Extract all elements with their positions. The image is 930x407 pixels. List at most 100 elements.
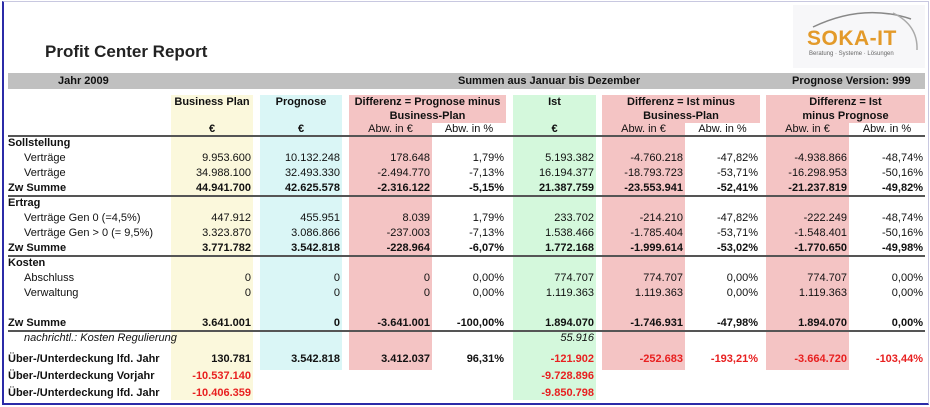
header-prognose: Prognose: [275, 96, 327, 108]
table-cell: 0,00%: [726, 272, 758, 284]
unit-header: Abw. in %: [698, 123, 747, 135]
unit-header: Abw. in €: [368, 123, 413, 135]
header-diff1-sub: Business-Plan: [389, 110, 466, 122]
table-cell: 55.916: [560, 332, 594, 344]
table-cell: 0: [244, 287, 251, 299]
section-divider: [8, 255, 925, 257]
row-label: Zw Summe: [8, 182, 67, 194]
table-cell: 178.648: [390, 152, 430, 164]
table-cell: 3.542.818: [291, 242, 340, 254]
table-cell: 774.707: [807, 272, 847, 284]
table-cell: 1.894.070: [545, 317, 594, 329]
header-diff2: Differenz = Ist minus: [627, 96, 735, 108]
table-cell: 0,00%: [472, 287, 504, 299]
table-cell: -47,82%: [717, 152, 758, 164]
table-cell: -10.406.359: [192, 387, 251, 399]
table-cell: 3.641.001: [202, 317, 251, 329]
table-cell: 447.912: [211, 212, 251, 224]
section-divider: [8, 330, 925, 332]
table-cell: 3.086.866: [291, 227, 340, 239]
header-ist: Ist: [548, 96, 561, 108]
band-diff2: [602, 95, 685, 370]
row-label: Über-/Unterdeckung lfd. Jahr: [8, 387, 160, 399]
table-cell: -193,21%: [710, 353, 758, 365]
table-cell: -103,44%: [875, 353, 923, 365]
unit-header: €: [297, 123, 305, 135]
table-cell: -100,00%: [456, 317, 504, 329]
row-label: Kosten: [8, 257, 46, 269]
table-cell: -252.683: [639, 353, 683, 365]
table-cell: -53,71%: [717, 227, 758, 239]
band-diff3: [766, 95, 849, 370]
table-cell: 1.894.070: [798, 317, 847, 329]
table-cell: -5,15%: [469, 182, 504, 194]
table-cell: 3.542.818: [291, 353, 340, 365]
table-cell: -9.728.896: [541, 370, 594, 382]
row-label: Zw Summe: [8, 317, 67, 329]
range-label: Summen aus Januar bis Dezember: [458, 75, 641, 87]
table-cell: -1.746.931: [630, 317, 683, 329]
row-label: Verwaltung: [24, 287, 79, 299]
table-cell: -228.964: [386, 242, 430, 254]
table-cell: -121.902: [550, 353, 594, 365]
row-label: Verträge Gen > 0 (= 9,5%): [24, 227, 154, 239]
table-cell: 21.387.759: [538, 182, 594, 194]
table-cell: 1,79%: [472, 212, 504, 224]
row-label: Verträge: [24, 152, 66, 164]
logo-swoosh-icon: [812, 11, 918, 51]
table-cell: -47,98%: [717, 317, 758, 329]
table-cell: -4.760.218: [630, 152, 683, 164]
band-diff1: [349, 95, 432, 370]
unit-header: Abw. in €: [621, 123, 666, 135]
header-diff3: Differenz = Ist: [809, 96, 882, 108]
table-cell: -214.210: [639, 212, 683, 224]
table-cell: 455.951: [300, 212, 340, 224]
row-label: Ertrag: [8, 197, 41, 209]
table-cell: -49,82%: [882, 182, 923, 194]
table-cell: 0,00%: [891, 317, 923, 329]
table-cell: 5.193.382: [545, 152, 594, 164]
table-cell: -1.785.404: [630, 227, 683, 239]
table-cell: 44.941.700: [195, 182, 251, 194]
table-cell: 1.119.363: [798, 287, 847, 299]
table-cell: 10.132.248: [284, 152, 340, 164]
table-cell: 130.781: [211, 353, 251, 365]
row-label: Über-/Unterdeckung Vorjahr: [8, 370, 155, 382]
table-cell: -7,13%: [469, 167, 504, 179]
row-label: Zw Summe: [8, 242, 67, 254]
table-cell: -50,16%: [882, 167, 923, 179]
row-label: Sollstellung: [8, 137, 71, 149]
table-cell: -47,82%: [717, 212, 758, 224]
table-cell: 1.119.363: [545, 287, 594, 299]
table-cell: 1.772.168: [545, 242, 594, 254]
logo-tagline: Beratung · Systeme · Lösungen: [809, 51, 894, 57]
table-cell: -237.003: [386, 227, 430, 239]
table-cell: -48,74%: [882, 212, 923, 224]
table-cell: 0: [423, 272, 430, 284]
table-cell: 0,00%: [472, 272, 504, 284]
table-cell: 8.039: [402, 212, 430, 224]
version-label: Prognose Version: 999: [792, 75, 911, 87]
table-cell: 3.323.870: [202, 227, 251, 239]
table-cell: -7,13%: [469, 227, 504, 239]
table-cell: -10.537.140: [192, 370, 251, 382]
header-diff3-sub: minus Prognose: [802, 110, 889, 122]
table-cell: 42.625.578: [284, 182, 340, 194]
header-diff2-sub: Business-Plan: [643, 110, 719, 122]
table-cell: -3.664.720: [794, 353, 847, 365]
row-label: nachrichtl.: Kosten Regulierung: [24, 332, 177, 344]
table-cell: 9.953.600: [202, 152, 251, 164]
table-cell: 0: [244, 272, 251, 284]
table-cell: 0: [423, 287, 430, 299]
table-cell: 32.493.330: [284, 167, 340, 179]
table-cell: 233.702: [554, 212, 594, 224]
table-cell: -1.999.614: [630, 242, 683, 254]
table-cell: -16.298.953: [788, 167, 847, 179]
unit-header: €: [551, 123, 558, 135]
table-cell: -2.316.122: [377, 182, 430, 194]
table-cell: -18.793.723: [624, 167, 683, 179]
table-cell: 774.707: [643, 272, 683, 284]
band-prognose: [260, 95, 342, 370]
table-cell: -48,74%: [882, 152, 923, 164]
report-info-bar: Jahr 2009 Summen aus Januar bis Dezember…: [8, 73, 925, 89]
